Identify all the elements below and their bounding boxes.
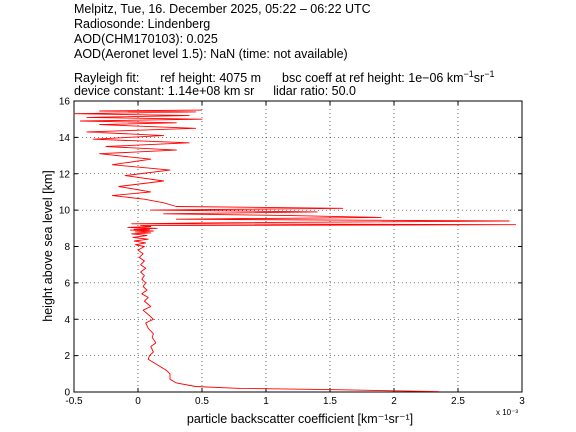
y-tick-label: 8 [64,242,70,253]
device-constant-label: device constant: 1.14e+08 km sr [74,84,255,98]
grid-lines [74,101,522,392]
x-axis-label: particle backscatter coefficient [km⁻¹sr… [187,412,413,426]
x-tick-label: 2 [391,396,397,407]
x-tick-label: 1.5 [323,396,337,407]
y-axis-label: height above sea level [km] [41,170,55,321]
aod-aeronet-label: AOD(Aeronet level 1.5): NaN (time: not a… [74,47,348,61]
ref-height-label: ref height: 4075 m [160,71,262,86]
title-line: Melpitz, Tue, 16. December 2025, 05:22 –… [74,2,371,16]
bsc-coeff-label: bsc coeff at ref height: 1e−06 km−1sr−1 [282,69,495,86]
radiosonde-label: Radiosonde: Lindenberg [74,17,211,31]
y-tick-label: 4 [64,315,70,326]
device-constant-line: device constant: 1.14e+08 km sr lidar ra… [74,84,356,98]
y-tick-label: 0 [64,388,70,399]
x-tick-label: 3 [519,396,525,407]
x-multiplier-label: x 10⁻³ [496,408,518,417]
x-tick-label: 1 [263,396,269,407]
y-tick-label: 6 [64,278,70,289]
x-tick-label: -0.5 [65,396,83,407]
y-tick-label: 16 [59,97,71,108]
x-tick-label: 0.5 [195,396,209,407]
rayleigh-fit-line: Rayleigh fit: ref height: 4075 m bsc coe… [74,67,494,85]
y-tick-label: 14 [59,133,71,144]
rayleigh-fit-label: Rayleigh fit: [74,71,140,86]
y-tick-label: 2 [64,351,70,362]
lidar-ratio-label: lidar ratio: 50.0 [273,84,356,98]
y-tick-label: 10 [59,206,71,217]
aod-chm-label: AOD(CHM170103): 0.025 [74,32,218,46]
x-tick-label: 0 [135,396,141,407]
series-group [73,109,517,393]
backscatter-profile-line [73,109,517,393]
y-tick-label: 12 [59,169,71,180]
x-tick-label: 2.5 [451,396,465,407]
